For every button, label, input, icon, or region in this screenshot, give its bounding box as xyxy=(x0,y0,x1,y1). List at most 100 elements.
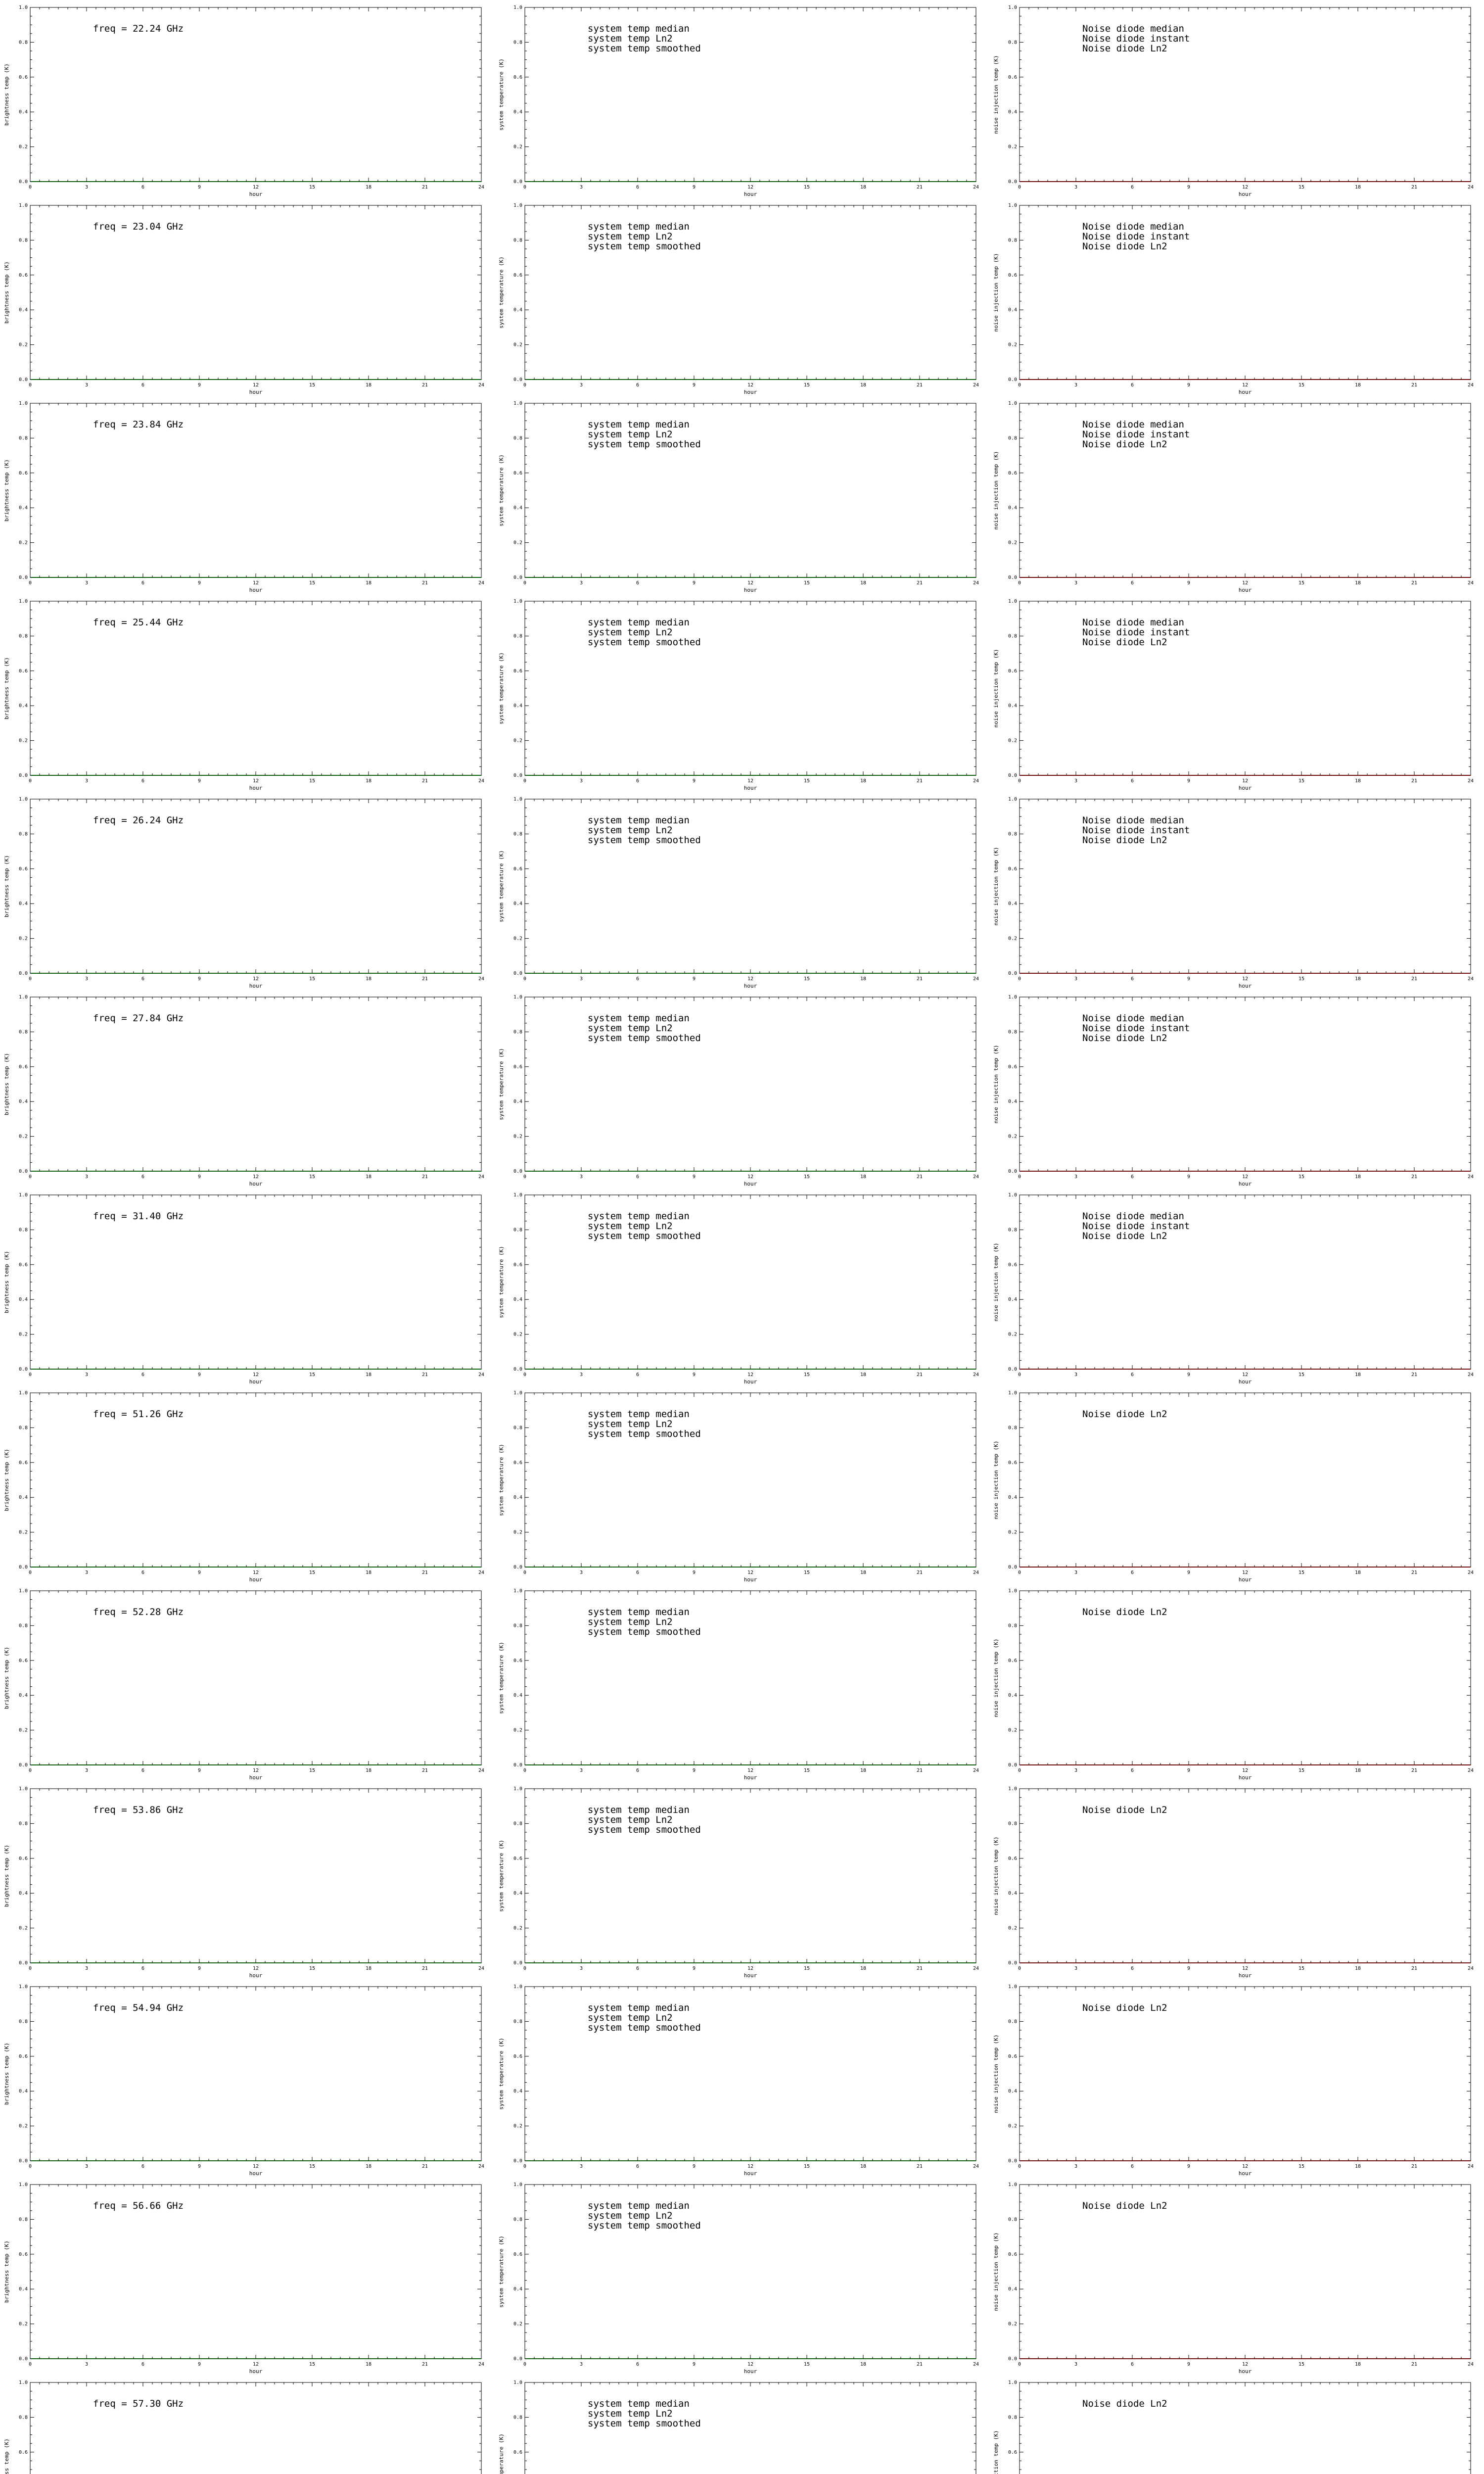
x-tick-label: 12 xyxy=(747,185,753,190)
x-tick-label: 12 xyxy=(253,1966,259,1971)
y-tick-label: 0.2 xyxy=(513,342,522,348)
x-axis-label: hour xyxy=(249,983,263,989)
x-tick-label: 0 xyxy=(523,778,526,784)
legend-entry: system temp median xyxy=(588,1409,690,1420)
x-axis-label: hour xyxy=(744,587,757,593)
y-tick-label: 0.8 xyxy=(19,1623,28,1628)
freq-label: freq = 27.84 GHz xyxy=(93,1013,184,1024)
x-tick-label: 6 xyxy=(141,185,144,190)
y-tick-label: 0.4 xyxy=(1008,505,1017,511)
y-tick-label: 1.0 xyxy=(19,401,28,406)
x-tick-label: 15 xyxy=(1298,580,1304,586)
subplot-brightness-row10: 0 3 6 9 12 15 18 21 24 hour 0.0 0.2 0.4 0.6 0.8 1.0 brig… xyxy=(0,1781,495,1979)
freq-label: freq = 31.40 GHz xyxy=(93,1211,184,1222)
x-tick-label: 15 xyxy=(309,1372,315,1378)
x-tick-label: 24 xyxy=(478,185,484,190)
x-tick-label: 18 xyxy=(860,1372,866,1378)
legend-entry: system temp median xyxy=(588,23,690,34)
x-axis-label: hour xyxy=(1239,587,1252,593)
legend-entry: Noise diode median xyxy=(1082,221,1184,232)
plot-svg: 0 3 6 9 12 15 18 21 24 hour 0.0 0.2 0.4 0.6 0.8 1.0 nois… xyxy=(993,203,1474,395)
plot-svg: 0 3 6 9 12 15 18 21 24 hour 0.0 0.2 0.4 0.6 0.8 1.0 syst… xyxy=(498,401,979,593)
x-tick-label: 24 xyxy=(973,778,979,784)
x-tick-label: 0 xyxy=(523,1768,526,1773)
x-tick-label: 18 xyxy=(1355,1966,1361,1971)
legend-entry: Noise diode Ln2 xyxy=(1082,1805,1167,1815)
x-tick-label: 9 xyxy=(198,976,201,982)
x-tick-label: 3 xyxy=(1074,382,1077,388)
x-tick-label: 6 xyxy=(141,1966,144,1971)
y-tick-label: 0.8 xyxy=(513,831,522,837)
y-tick-label: 0.6 xyxy=(513,1262,522,1268)
x-tick-label: 24 xyxy=(1468,1174,1474,1180)
x-tick-label: 24 xyxy=(973,1570,979,1575)
x-tick-label: 18 xyxy=(1355,778,1361,784)
x-tick-label: 9 xyxy=(693,778,696,784)
subplot-brightness-row7: 0 3 6 9 12 15 18 21 24 hour 0.0 0.2 0.4 0.6 0.8 1.0 brig… xyxy=(0,1188,495,1385)
x-axis-label: hour xyxy=(249,389,263,395)
x-tick-label: 21 xyxy=(422,1570,428,1575)
x-tick-label: 6 xyxy=(636,1768,639,1773)
x-axis-label: hour xyxy=(1239,1181,1252,1187)
x-tick-label: 21 xyxy=(1411,1966,1417,1971)
y-tick-label: 0.2 xyxy=(1008,936,1017,942)
y-tick-label: 0.4 xyxy=(1008,1891,1017,1896)
x-tick-label: 18 xyxy=(860,185,866,190)
y-tick-label: 0.8 xyxy=(1008,1821,1017,1826)
y-tick-label: 0.4 xyxy=(19,1099,28,1104)
x-tick-label: 0 xyxy=(1018,778,1021,784)
x-tick-label: 0 xyxy=(1018,382,1021,388)
plot-svg: 0 3 6 9 12 15 18 21 24 hour 0.0 0.2 0.4 0.6 0.8 1.0 syst… xyxy=(498,797,979,989)
plot-svg: 0 3 6 9 12 15 18 21 24 hour 0.0 0.2 0.4 0.6 0.8 1.0 nois… xyxy=(993,995,1474,1187)
y-tick-label: 0.2 xyxy=(513,1926,522,1931)
y-tick-label: 0.6 xyxy=(19,668,28,674)
x-tick-label: 24 xyxy=(1468,1768,1474,1773)
y-tick-label: 1.0 xyxy=(513,1192,522,1198)
x-tick-label: 3 xyxy=(85,976,88,982)
x-tick-label: 18 xyxy=(1355,1372,1361,1378)
y-tick-label: 0.2 xyxy=(1008,342,1017,348)
freq-label: freq = 22.24 GHz xyxy=(93,23,184,34)
x-tick-label: 18 xyxy=(860,778,866,784)
y-tick-label: 1.0 xyxy=(1008,5,1017,10)
y-tick-label: 0.2 xyxy=(19,540,28,546)
x-tick-label: 15 xyxy=(1298,976,1304,982)
x-tick-label: 21 xyxy=(917,185,923,190)
x-tick-label: 0 xyxy=(1018,1174,1021,1180)
y-tick-label: 1.0 xyxy=(19,203,28,208)
x-tick-label: 6 xyxy=(1131,1570,1134,1575)
legend-entry: system temp median xyxy=(588,617,690,628)
y-tick-label: 0.4 xyxy=(513,703,522,709)
plot-svg: 0 3 6 9 12 15 18 21 24 hour 0.0 0.2 0.4 0.6 0.8 1.0 syst… xyxy=(498,5,979,197)
y-tick-label: 0.2 xyxy=(19,738,28,744)
y-tick-label: 0.4 xyxy=(1008,1099,1017,1104)
x-axis-label: hour xyxy=(249,785,263,791)
y-tick-label: 0.2 xyxy=(1008,1926,1017,1931)
x-tick-label: 0 xyxy=(523,1966,526,1971)
y-tick-label: 0.6 xyxy=(19,75,28,80)
x-tick-label: 3 xyxy=(580,1768,583,1773)
y-tick-label: 1.0 xyxy=(513,995,522,1000)
legend-entry: Noise diode Ln2 xyxy=(1082,1033,1167,1044)
y-tick-label: 0.6 xyxy=(513,273,522,278)
x-tick-label: 3 xyxy=(85,1768,88,1773)
x-tick-label: 24 xyxy=(973,1372,979,1378)
x-tick-label: 15 xyxy=(1298,1966,1304,1971)
freq-label: freq = 23.84 GHz xyxy=(93,419,184,430)
y-tick-label: 0.0 xyxy=(513,1367,522,1372)
y-tick-label: 0.0 xyxy=(19,377,28,382)
x-tick-label: 12 xyxy=(253,1768,259,1773)
y-tick-label: 0.4 xyxy=(513,307,522,313)
x-tick-label: 21 xyxy=(1411,1372,1417,1378)
subplot-noise-row1: 0 3 6 9 12 15 18 21 24 hour 0.0 0.2 0.4 0.6 0.8 1.0 nois… xyxy=(989,0,1484,198)
x-tick-label: 0 xyxy=(1018,976,1021,982)
y-tick-label: 0.0 xyxy=(19,1762,28,1768)
x-tick-label: 18 xyxy=(366,1570,371,1575)
x-tick-label: 18 xyxy=(1355,382,1361,388)
x-tick-label: 3 xyxy=(580,1174,583,1180)
x-tick-label: 18 xyxy=(860,976,866,982)
y-tick-label: 1.0 xyxy=(19,1786,28,1792)
x-tick-label: 18 xyxy=(366,976,371,982)
x-tick-label: 6 xyxy=(1131,976,1134,982)
legend-entry: system temp Ln2 xyxy=(588,33,673,44)
